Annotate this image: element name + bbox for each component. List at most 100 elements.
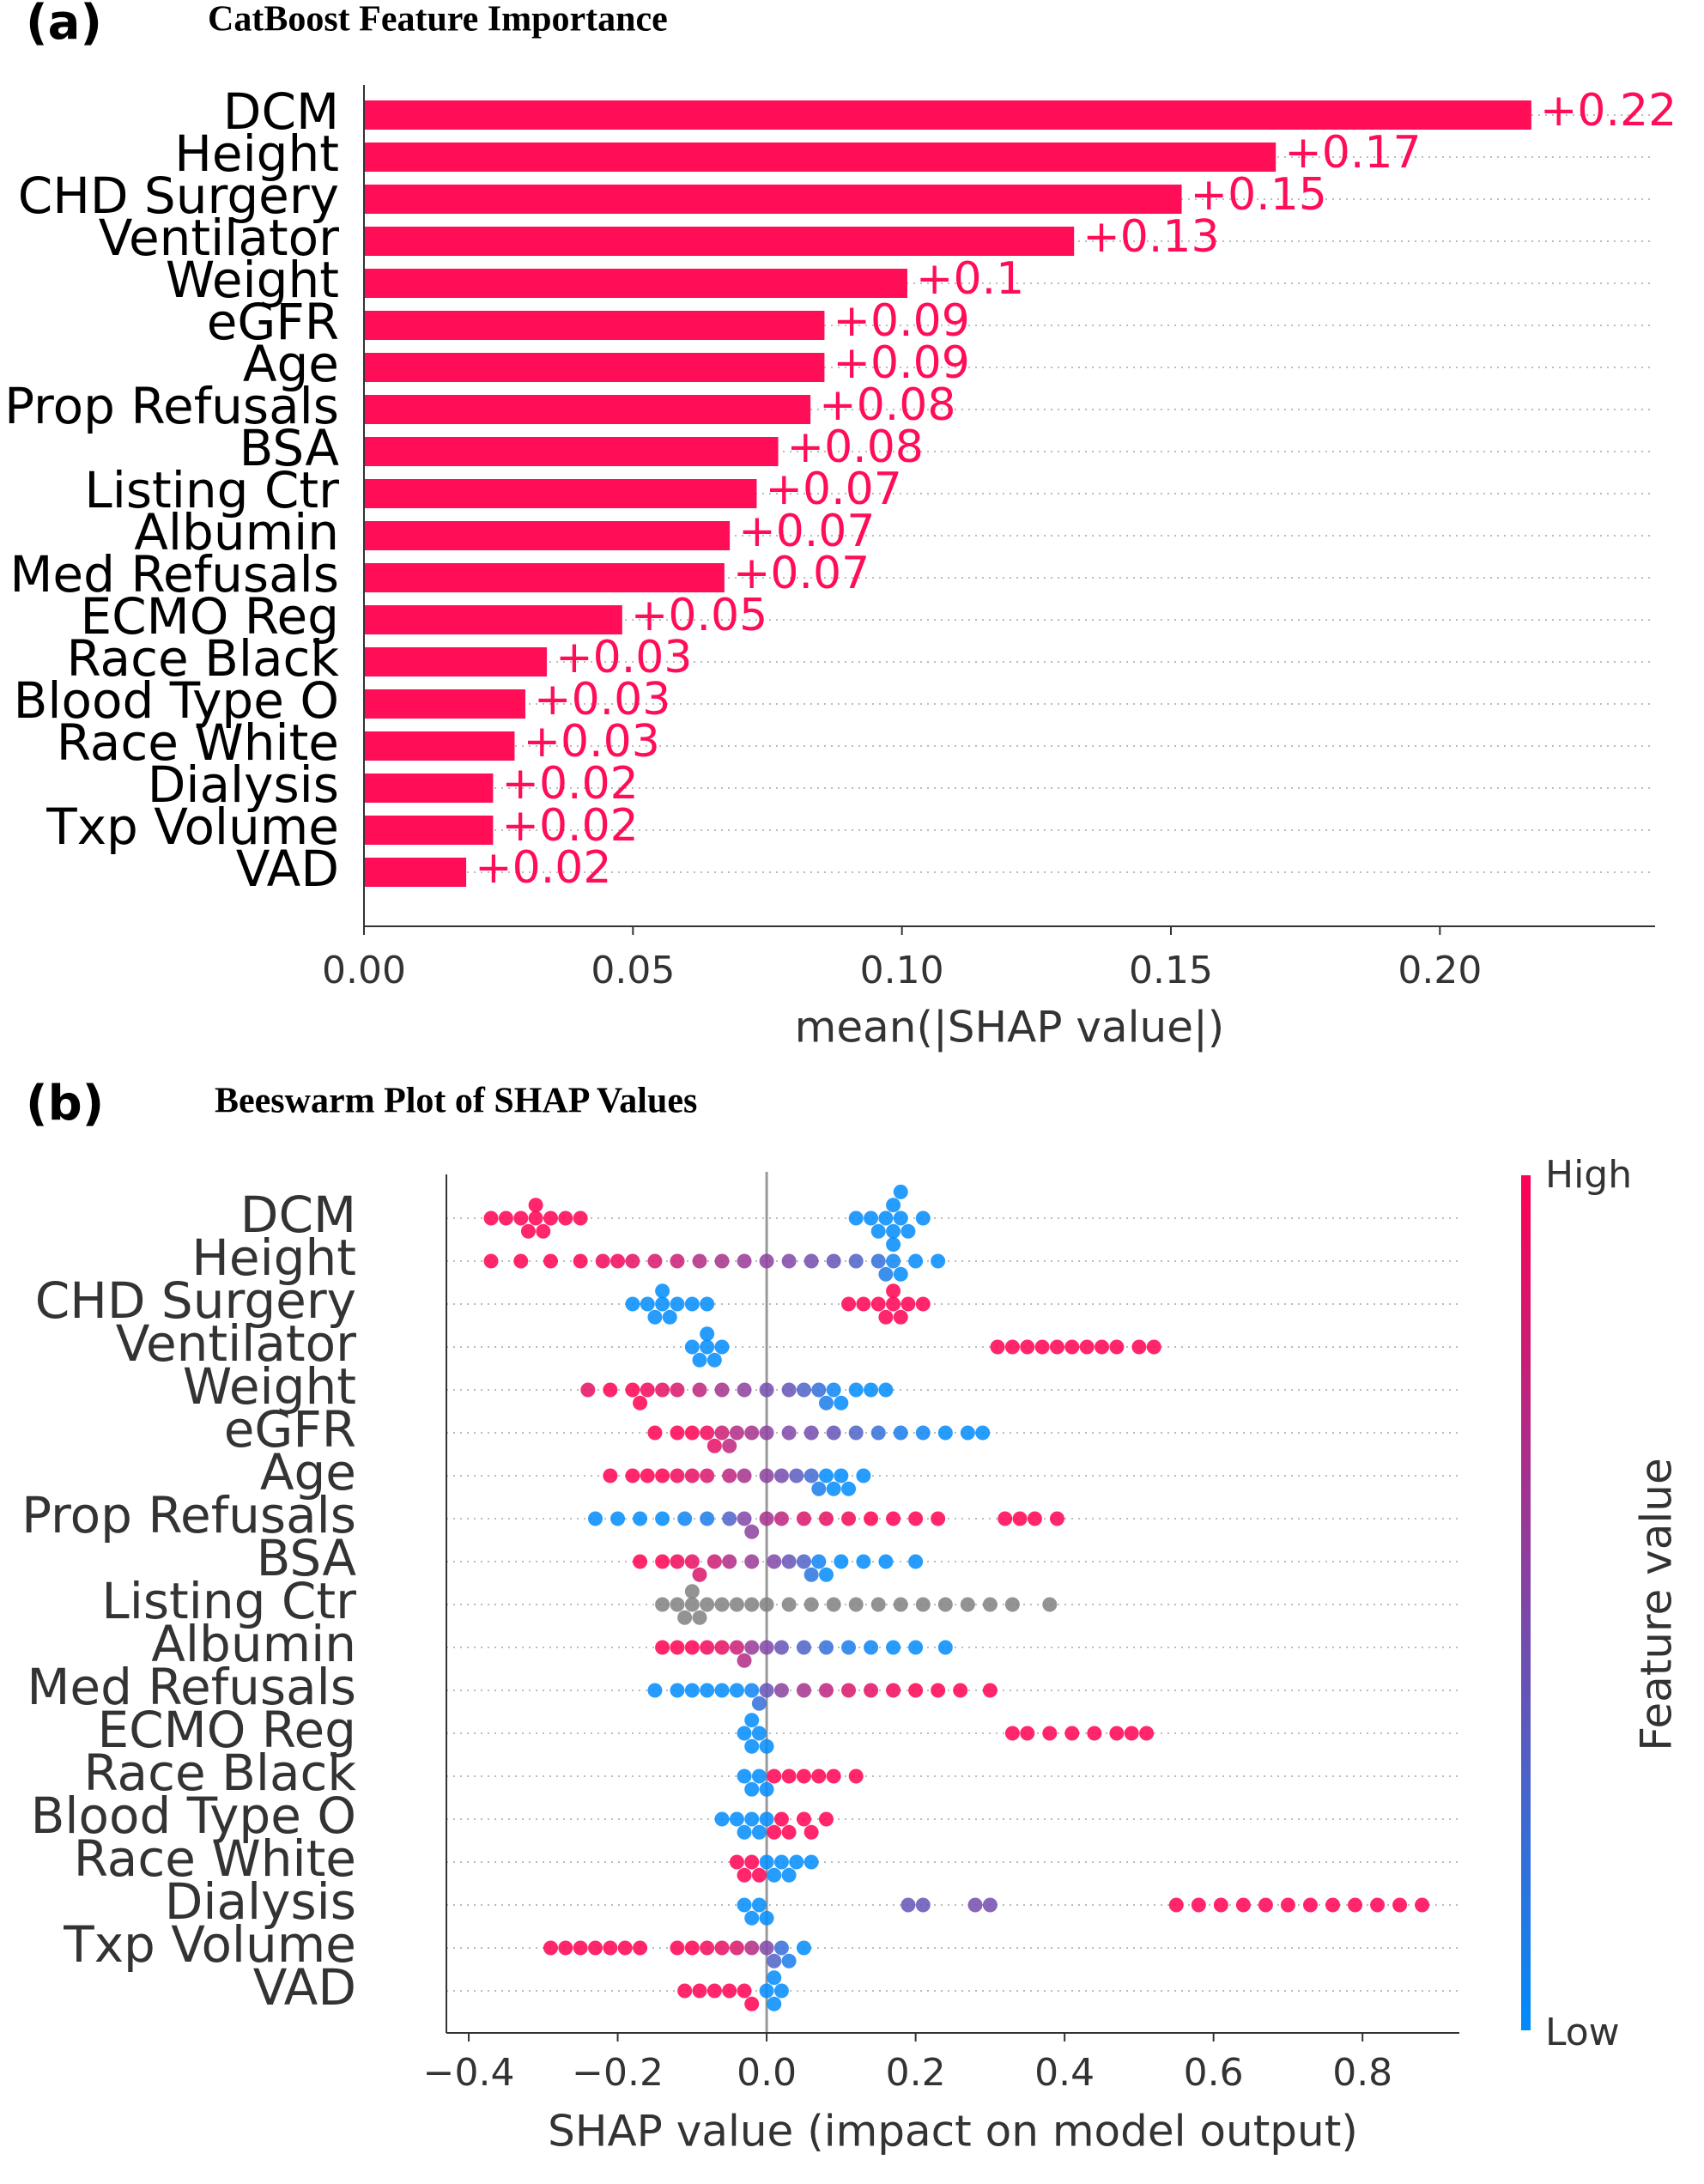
swarm-point bbox=[767, 1867, 782, 1883]
swarm-point bbox=[848, 1382, 864, 1398]
swarm-point bbox=[729, 1425, 744, 1441]
swarm-point bbox=[647, 1253, 663, 1269]
swarm-point bbox=[803, 1567, 819, 1582]
swarm-point bbox=[633, 1511, 648, 1526]
swarm-point bbox=[670, 1468, 685, 1483]
swarm-point bbox=[737, 1768, 752, 1784]
bar bbox=[364, 858, 467, 887]
swarm-point bbox=[767, 1996, 782, 2011]
swarm-point bbox=[856, 1296, 871, 1312]
swarm-point bbox=[714, 1640, 730, 1655]
bar bbox=[364, 774, 494, 803]
swarm-point bbox=[744, 1811, 760, 1827]
y-tick-label: Weight bbox=[183, 1357, 356, 1416]
swarm-point bbox=[759, 1738, 774, 1754]
swarm-point bbox=[886, 1253, 901, 1269]
swarm-point bbox=[603, 1468, 618, 1483]
swarm-point bbox=[796, 1811, 811, 1827]
y-tick-label: CHD Surgery bbox=[18, 167, 339, 225]
swarm-point bbox=[662, 1309, 677, 1325]
swarm-point bbox=[759, 1468, 774, 1483]
swarm-point bbox=[773, 1940, 789, 1956]
swarm-point bbox=[789, 1854, 804, 1870]
swarm-point bbox=[700, 1640, 715, 1655]
swarm-point bbox=[893, 1309, 908, 1325]
swarm-point bbox=[781, 1382, 797, 1398]
swarm-point bbox=[633, 1395, 648, 1410]
bar bbox=[364, 605, 622, 634]
swarm-point bbox=[1415, 1897, 1430, 1913]
swarm-point bbox=[655, 1511, 670, 1526]
swarm-point bbox=[625, 1253, 640, 1269]
swarm-point bbox=[744, 1940, 760, 1956]
swarm-point bbox=[751, 1768, 767, 1784]
swarm-point bbox=[722, 1554, 737, 1569]
value-label: +0.22 bbox=[1540, 85, 1677, 136]
x-tick-label: 0.2 bbox=[886, 2051, 946, 2095]
value-label: +0.03 bbox=[555, 632, 692, 683]
swarm-point bbox=[886, 1511, 901, 1526]
swarm-point bbox=[706, 1438, 722, 1453]
swarm-point bbox=[870, 1597, 886, 1612]
swarm-point bbox=[781, 1768, 797, 1784]
y-tick-label: Age bbox=[260, 1443, 356, 1502]
y-tick-label: BSA bbox=[240, 419, 340, 477]
swarm-point bbox=[848, 1210, 864, 1226]
swarm-point bbox=[1131, 1339, 1147, 1355]
swarm-point bbox=[1168, 1897, 1184, 1913]
swarm-point bbox=[543, 1253, 558, 1269]
y-tick-label: Prop Refusals bbox=[21, 1486, 356, 1544]
swarm-point bbox=[670, 1382, 685, 1398]
swarm-point bbox=[655, 1468, 670, 1483]
y-tick-label: Txp Volume bbox=[63, 1915, 356, 1974]
swarm-point bbox=[655, 1296, 670, 1312]
swarm-point bbox=[751, 1726, 767, 1741]
swarm-point bbox=[781, 1824, 797, 1840]
swarm-point bbox=[759, 1983, 774, 1999]
y-tick-label: eGFR bbox=[224, 1400, 356, 1459]
swarm-point bbox=[811, 1382, 827, 1398]
swarm-point bbox=[640, 1382, 655, 1398]
swarm-point bbox=[543, 1940, 558, 1956]
swarm-point bbox=[677, 1511, 693, 1526]
swarm-point bbox=[1027, 1511, 1042, 1526]
swarm-point bbox=[834, 1554, 849, 1569]
swarm-point bbox=[878, 1382, 894, 1398]
swarm-point bbox=[744, 1524, 760, 1539]
swarm-point bbox=[937, 1640, 953, 1655]
swarm-point bbox=[803, 1468, 819, 1483]
value-label: +0.02 bbox=[501, 758, 638, 810]
value-label: +0.09 bbox=[833, 295, 969, 347]
swarm-point bbox=[744, 1854, 760, 1870]
swarm-point bbox=[692, 1610, 707, 1625]
swarm-point bbox=[1034, 1339, 1050, 1355]
swarm-point bbox=[908, 1511, 924, 1526]
swarm-point bbox=[677, 1983, 693, 1999]
swarm-point bbox=[796, 1940, 811, 1956]
swarm-point bbox=[982, 1597, 998, 1612]
swarm-point bbox=[625, 1468, 640, 1483]
swarm-point bbox=[498, 1210, 513, 1226]
swarm-point bbox=[633, 1940, 648, 1956]
x-axis-label: SHAP value (impact on model output) bbox=[548, 2107, 1358, 2157]
swarm-point bbox=[848, 1425, 864, 1441]
swarm-point bbox=[767, 1824, 782, 1840]
swarm-point bbox=[655, 1554, 670, 1569]
swarm-point bbox=[610, 1253, 626, 1269]
value-label: +0.03 bbox=[534, 674, 670, 725]
swarm-point bbox=[982, 1683, 998, 1698]
swarm-point bbox=[886, 1198, 901, 1213]
swarm-point bbox=[931, 1683, 946, 1698]
swarm-point bbox=[722, 1438, 737, 1453]
swarm-point bbox=[684, 1640, 700, 1655]
swarm-point bbox=[878, 1309, 894, 1325]
swarm-point bbox=[670, 1296, 685, 1312]
swarm-point bbox=[767, 1554, 782, 1569]
swarm-point bbox=[960, 1597, 975, 1612]
swarm-point bbox=[975, 1425, 991, 1441]
swarm-point bbox=[677, 1610, 693, 1625]
y-tick-label: CHD Surgery bbox=[35, 1271, 356, 1330]
swarm-point bbox=[1235, 1897, 1251, 1913]
swarm-point bbox=[811, 1768, 827, 1784]
